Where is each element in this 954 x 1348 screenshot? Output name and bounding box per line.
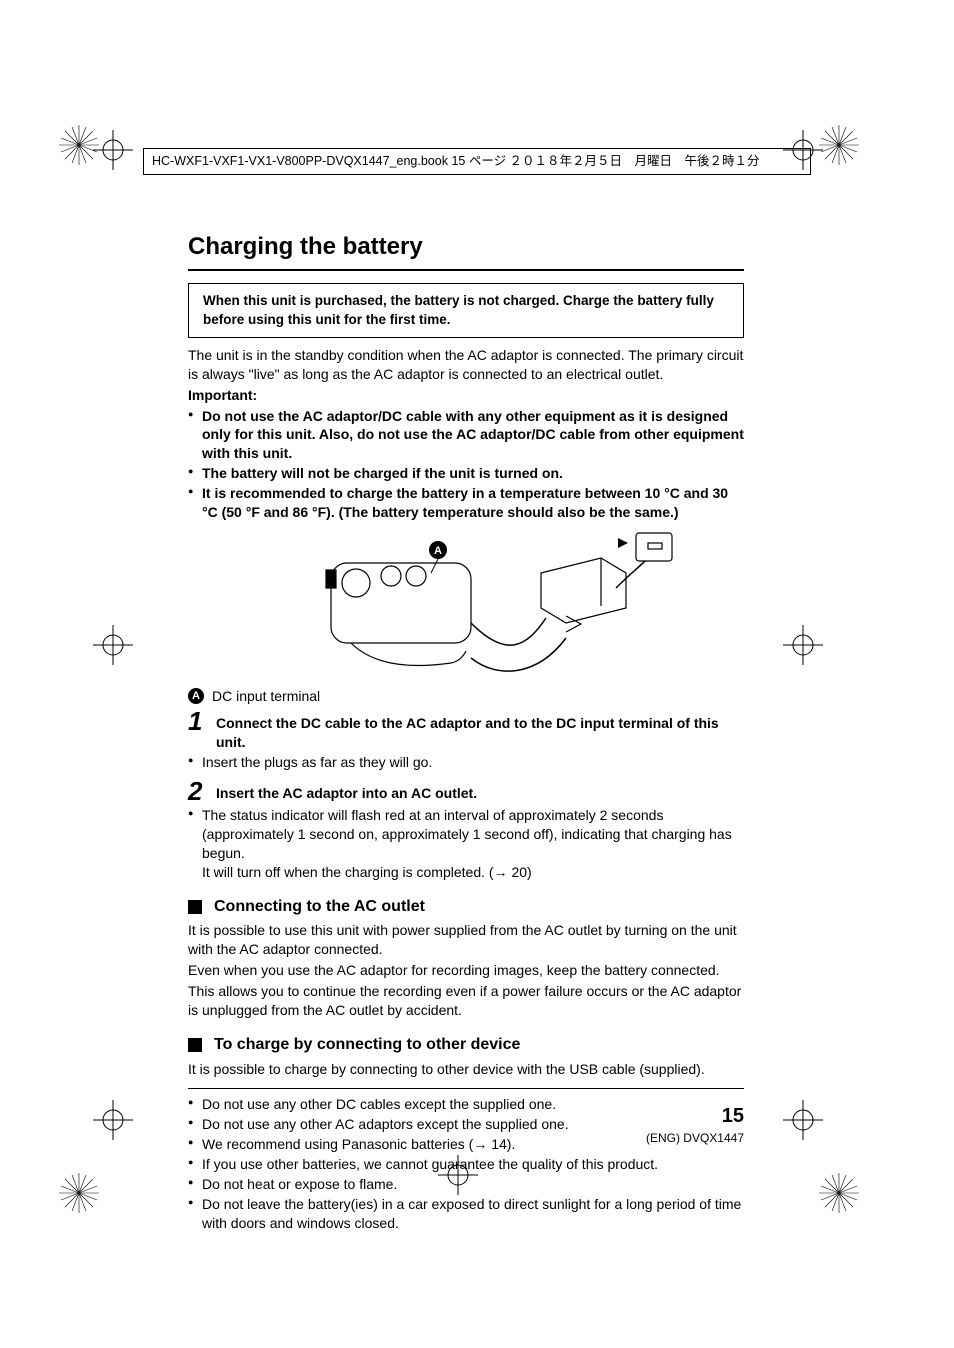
starburst-icon: [818, 1172, 860, 1214]
step-text: Insert the AC adaptor into an AC outlet.: [216, 778, 477, 804]
step2-sub-line2: It will turn off when the charging is co…: [202, 864, 532, 880]
charging-diagram: A: [188, 528, 744, 683]
crop-mark: [783, 625, 823, 665]
step-number: 2: [188, 778, 206, 804]
ac-para: It is possible to use this unit with pow…: [188, 921, 744, 959]
header-text: HC-WXF1-VXF1-VX1-V800PP-DVQX1447_eng.boo…: [152, 154, 760, 168]
print-header-strip: HC-WXF1-VXF1-VX1-V800PP-DVQX1447_eng.boo…: [143, 148, 811, 175]
page-title: Charging the battery: [188, 231, 744, 263]
step-2: 2 Insert the AC adaptor into an AC outle…: [188, 778, 744, 804]
note-bullet: Do not leave the battery(ies) in a car e…: [188, 1195, 744, 1233]
notes-rule: [188, 1088, 744, 1089]
important-bullet: It is recommended to charge the battery …: [188, 484, 744, 522]
callout-marker-a: A: [188, 688, 204, 704]
footer-code: (ENG) DVQX1447: [646, 1130, 744, 1146]
section-heading-ac: Connecting to the AC outlet: [188, 896, 744, 918]
intro-paragraph: The unit is in the standby condition whe…: [188, 346, 744, 384]
note-bullet: If you use other batteries, we cannot gu…: [188, 1155, 744, 1174]
step2-sub-list: The status indicator will flash red at a…: [188, 806, 744, 882]
starburst-icon: [58, 124, 100, 166]
crop-mark: [93, 1100, 133, 1140]
step-number: 1: [188, 708, 206, 752]
title-rule: [188, 269, 744, 271]
section-heading-text: Connecting to the AC outlet: [214, 896, 425, 918]
page-footer: 15 (ENG) DVQX1447: [646, 1103, 744, 1146]
callout-a-label: DC input terminal: [212, 687, 320, 706]
ac-para: Even when you use the AC adaptor for rec…: [188, 961, 744, 980]
step2-sub: The status indicator will flash red at a…: [188, 806, 744, 882]
other-para: It is possible to charge by connecting t…: [188, 1060, 744, 1079]
page-number: 15: [646, 1103, 744, 1130]
square-bullet-icon: [188, 1038, 202, 1052]
starburst-icon: [58, 1172, 100, 1214]
notice-box: When this unit is purchased, the battery…: [188, 283, 744, 337]
step-1: 1 Connect the DC cable to the AC adaptor…: [188, 708, 744, 752]
page-content: Charging the battery When this unit is p…: [188, 231, 744, 1239]
section-heading-text: To charge by connecting to other device: [214, 1034, 520, 1056]
callout-row: A DC input terminal: [188, 687, 744, 706]
square-bullet-icon: [188, 900, 202, 914]
notice-text: When this unit is purchased, the battery…: [203, 293, 714, 326]
note-bullet: Do not heat or expose to flame.: [188, 1175, 744, 1194]
important-bullet: The battery will not be charged if the u…: [188, 464, 744, 483]
crop-mark: [93, 625, 133, 665]
step1-sub: Insert the plugs as far as they will go.: [188, 753, 744, 772]
step2-sub-line1: The status indicator will flash red at a…: [202, 807, 732, 861]
important-bullet-list: Do not use the AC adaptor/DC cable with …: [188, 407, 744, 522]
step-text: Connect the DC cable to the AC adaptor a…: [216, 708, 744, 752]
crop-mark: [783, 1100, 823, 1140]
important-label: Important:: [188, 386, 744, 405]
section-heading-other: To charge by connecting to other device: [188, 1034, 744, 1056]
important-bullet: Do not use the AC adaptor/DC cable with …: [188, 407, 744, 464]
ac-para: This allows you to continue the recordin…: [188, 982, 744, 1020]
starburst-icon: [818, 124, 860, 166]
step1-sub-list: Insert the plugs as far as they will go.: [188, 753, 744, 772]
svg-text:A: A: [434, 545, 442, 557]
